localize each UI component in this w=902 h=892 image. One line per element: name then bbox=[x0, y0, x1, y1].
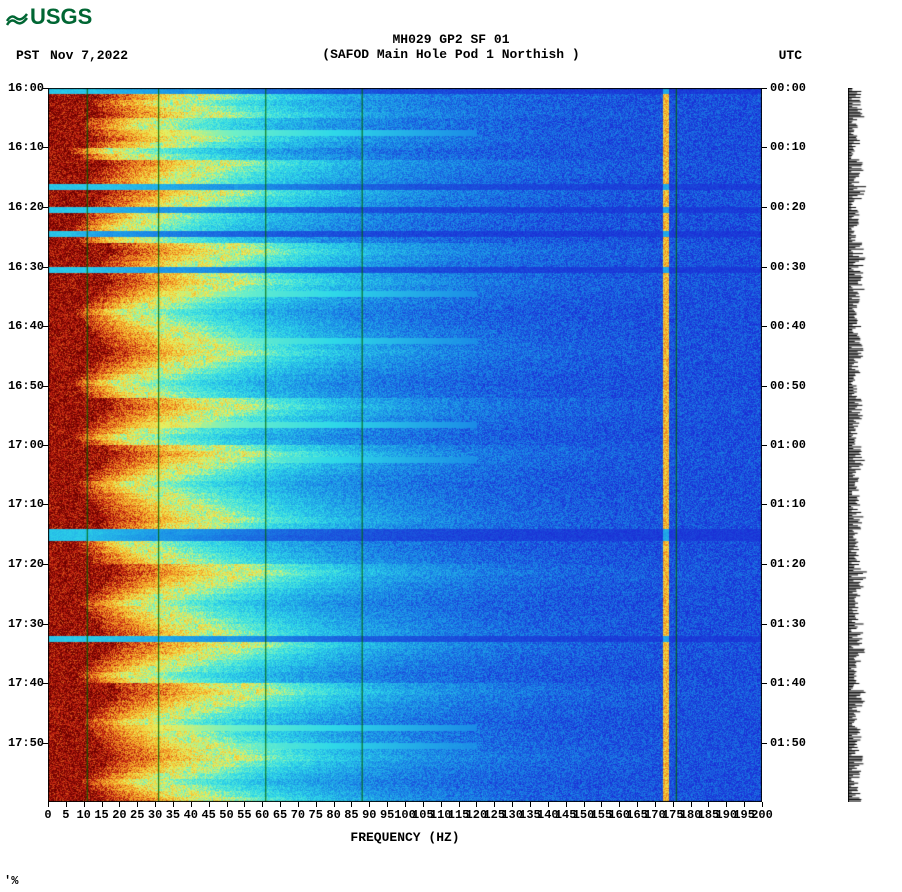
usgs-logo: USGS bbox=[6, 4, 92, 30]
x-tick: 10 bbox=[76, 808, 90, 822]
x-tick: 50 bbox=[219, 808, 233, 822]
title-line2: (SAFOD Main Hole Pod 1 Northish ) bbox=[0, 47, 902, 62]
y-left-tick: 16:30 bbox=[0, 260, 44, 274]
y-right-tick: 01:00 bbox=[770, 438, 820, 452]
y-right-tick: 00:50 bbox=[770, 379, 820, 393]
x-tick: 45 bbox=[201, 808, 215, 822]
x-tick: 55 bbox=[237, 808, 251, 822]
x-tick: 70 bbox=[291, 808, 305, 822]
x-tick: 200 bbox=[751, 808, 773, 822]
left-tz-label: PST bbox=[16, 48, 39, 63]
spectrogram-plot bbox=[48, 88, 762, 802]
y-right-tick: 00:00 bbox=[770, 81, 820, 95]
x-tick: 85 bbox=[344, 808, 358, 822]
x-tick: 65 bbox=[273, 808, 287, 822]
right-tz-label: UTC bbox=[779, 48, 802, 63]
x-tick: 25 bbox=[130, 808, 144, 822]
y-right-tick: 00:10 bbox=[770, 140, 820, 154]
y-left-tick: 17:10 bbox=[0, 497, 44, 511]
y-left-tick: 17:20 bbox=[0, 557, 44, 571]
y-left-tick: 17:30 bbox=[0, 617, 44, 631]
x-tick: 0 bbox=[44, 808, 51, 822]
date-label: Nov 7,2022 bbox=[50, 48, 128, 63]
y-right-tick: 00:40 bbox=[770, 319, 820, 333]
x-tick: 75 bbox=[309, 808, 323, 822]
x-tick: 80 bbox=[326, 808, 340, 822]
y-right-tick: 00:30 bbox=[770, 260, 820, 274]
x-axis-label: FREQUENCY (HZ) bbox=[48, 830, 762, 845]
x-tick: 90 bbox=[362, 808, 376, 822]
title-line1: MH029 GP2 SF 01 bbox=[392, 32, 509, 47]
x-tick: 30 bbox=[148, 808, 162, 822]
side-amplitude-trace bbox=[848, 88, 886, 802]
y-right-tick: 00:20 bbox=[770, 200, 820, 214]
y-left-tick: 17:40 bbox=[0, 676, 44, 690]
y-left-tick: 16:00 bbox=[0, 81, 44, 95]
y-left-tick: 16:20 bbox=[0, 200, 44, 214]
x-tick: 60 bbox=[255, 808, 269, 822]
y-left-tick: 17:00 bbox=[0, 438, 44, 452]
spectrogram-canvas bbox=[48, 88, 762, 802]
x-tick: 15 bbox=[94, 808, 108, 822]
y-right-tick: 01:30 bbox=[770, 617, 820, 631]
x-tick: 5 bbox=[62, 808, 69, 822]
y-right-tick: 01:50 bbox=[770, 736, 820, 750]
y-right-tick: 01:40 bbox=[770, 676, 820, 690]
wave-icon bbox=[6, 8, 28, 26]
y-left-tick: 16:40 bbox=[0, 319, 44, 333]
x-tick: 40 bbox=[184, 808, 198, 822]
x-tick: 95 bbox=[380, 808, 394, 822]
plot-title: MH029 GP2 SF 01 (SAFOD Main Hole Pod 1 N… bbox=[0, 32, 902, 62]
logo-text: USGS bbox=[30, 4, 92, 30]
x-tick: 20 bbox=[112, 808, 126, 822]
y-right-tick: 01:10 bbox=[770, 497, 820, 511]
x-tick: 35 bbox=[166, 808, 180, 822]
y-left-tick: 17:50 bbox=[0, 736, 44, 750]
footnote: '% bbox=[4, 874, 18, 888]
y-right-tick: 01:20 bbox=[770, 557, 820, 571]
y-left-tick: 16:10 bbox=[0, 140, 44, 154]
y-left-tick: 16:50 bbox=[0, 379, 44, 393]
